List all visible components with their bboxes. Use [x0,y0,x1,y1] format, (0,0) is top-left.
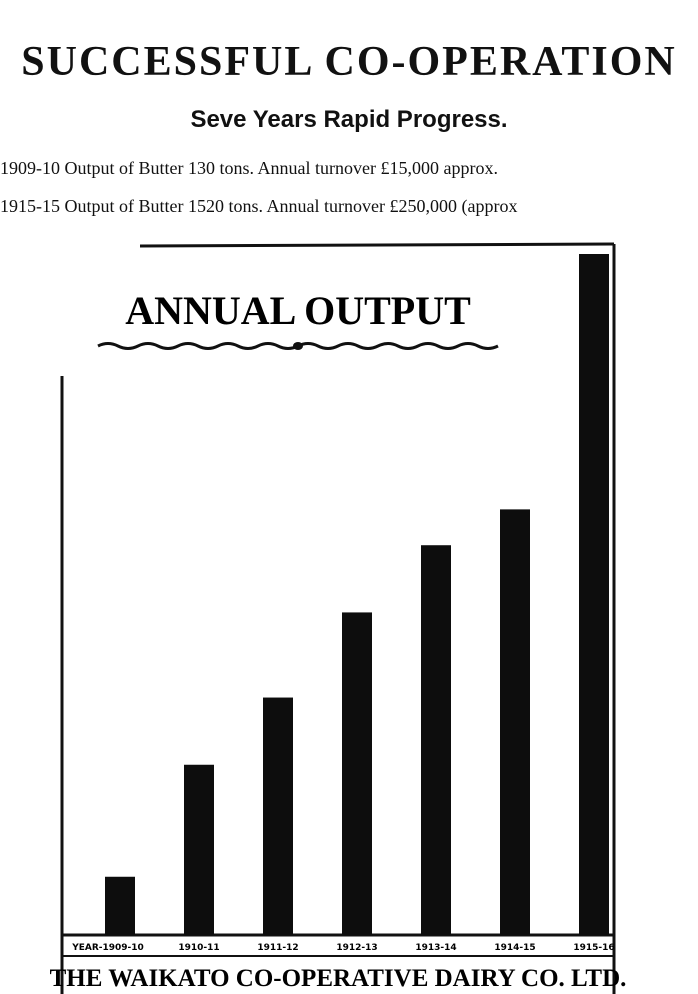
tick-label-1914-15: 1914-15 [494,943,535,953]
bar-1914-15 [500,509,530,935]
bar-1915-16 [579,254,609,935]
chart-footer: THE WAIKATO CO-OPERATIVE DAIRY CO. LTD. [50,965,627,992]
bar-1912-13 [342,612,372,935]
tick-label-1915-16: 1915-16 [573,943,614,953]
chart-title: ANNUAL OUTPUT [125,288,471,333]
bar-1909-10 [105,876,135,935]
tick-label-1913-14: 1913-14 [415,943,456,953]
tick-label-1911-12: 1911-12 [257,943,298,953]
tick-label-1910-11: 1910-11 [178,943,219,953]
bar-1910-11 [184,764,214,935]
tick-label-1909-10: YEAR-1909-10 [71,943,144,953]
bar-1911-12 [263,697,293,935]
tick-label-1912-13: 1912-13 [336,943,377,953]
title-underline-center-dot [293,342,303,350]
headline: SUCCESSFUL CO-OPERATION [21,39,677,85]
chart-frame-top [139,242,615,248]
stat-line-1909: 1909-10 Output of Butter 130 tons. Annua… [0,158,498,178]
subheadline: Seve Years Rapid Progress. [190,106,508,133]
stat-line-1915: 1915-15 Output of Butter 1520 tons. Annu… [0,196,518,216]
annual-output-chart: ANNUAL OUTPUT YEAR-1909-10 1910-11 1911-12… [50,242,627,994]
bar-1913-14 [421,545,451,935]
